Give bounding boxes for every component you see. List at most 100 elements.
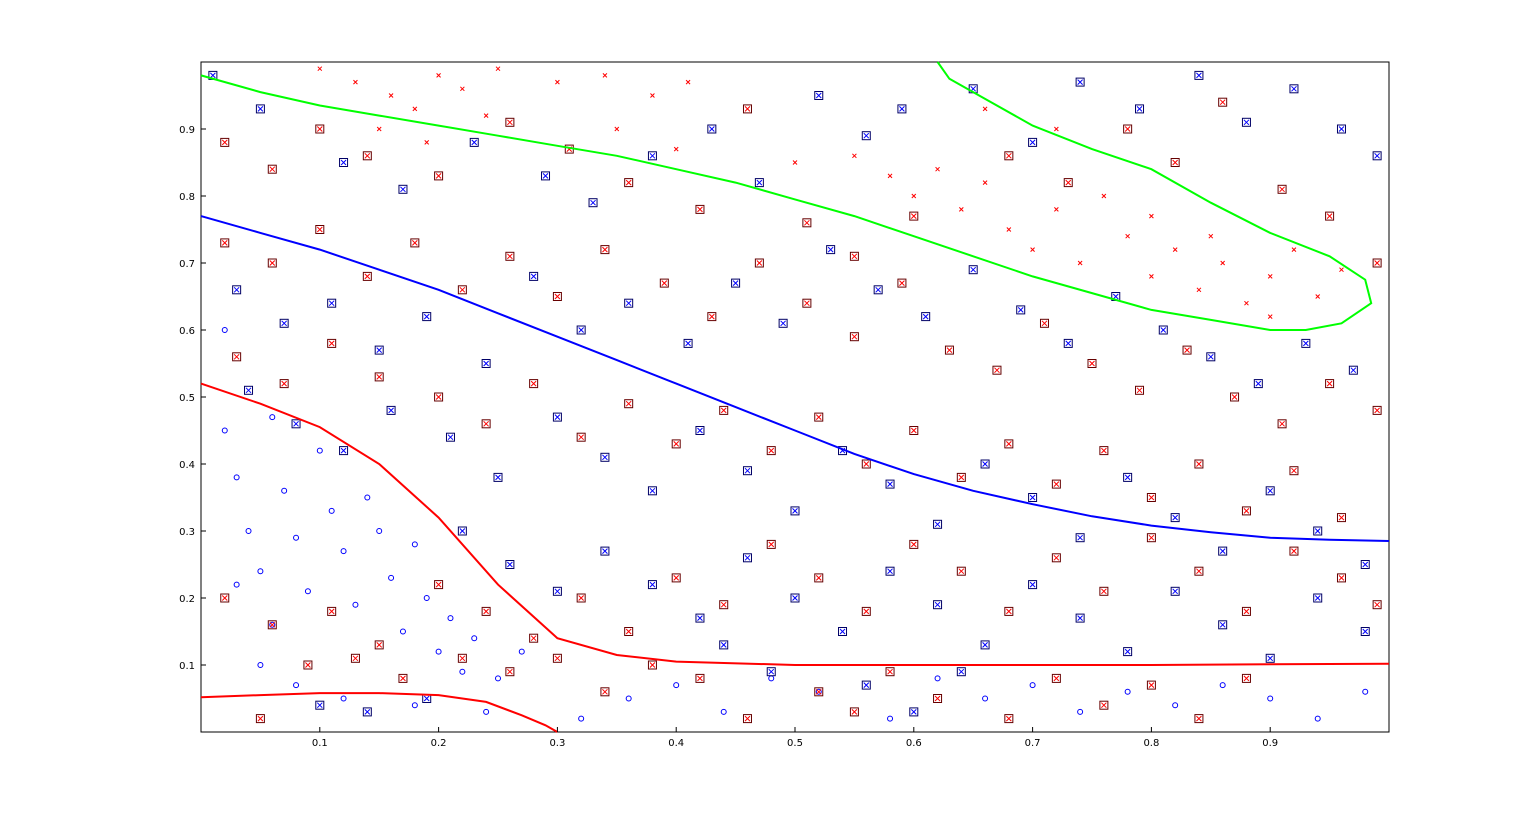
data-point-cross [257, 106, 264, 112]
decision-boundary-curve [200, 61, 1373, 331]
data-point [1063, 178, 1073, 188]
data-point-cross [851, 333, 858, 340]
data-point [1029, 682, 1036, 689]
data-point [731, 278, 741, 288]
data-point-cross [958, 474, 965, 481]
data-point [1077, 708, 1084, 715]
series-0 [221, 327, 1369, 722]
data-point [968, 265, 978, 275]
data-point-cross [1124, 648, 1131, 655]
data-point-cross [1005, 608, 1012, 615]
data-point-cross [673, 575, 680, 581]
data-point [364, 494, 371, 501]
data-point-cross [887, 481, 893, 487]
data-point-cross [1172, 514, 1179, 521]
data-point [269, 414, 276, 421]
data-point [1051, 553, 1061, 563]
data-point [602, 73, 608, 78]
data-point [1267, 274, 1273, 279]
data-point [576, 325, 586, 335]
data-point [1194, 70, 1204, 80]
data-point-cross [1243, 119, 1250, 126]
data-point [1267, 314, 1273, 319]
data-point-cross [1160, 327, 1167, 333]
data-point-cross [934, 521, 941, 528]
data-point [1051, 479, 1061, 489]
data-point-cross [625, 400, 632, 407]
data-point-cross [1267, 487, 1274, 494]
data-point-cross [804, 300, 810, 307]
data-point [493, 472, 503, 482]
data-point-cross [1005, 715, 1012, 722]
data-point-cross [554, 293, 561, 300]
data-point-cross [1374, 152, 1380, 159]
data-point-cross [376, 642, 383, 648]
data-point [766, 667, 776, 677]
data-point [529, 271, 539, 281]
data-point [766, 539, 776, 549]
data-point [304, 588, 311, 595]
data-point [1362, 688, 1369, 695]
data-point-cross [400, 675, 406, 682]
data-point-cross [815, 688, 822, 695]
data-point [659, 278, 669, 288]
data-point-cross [1243, 608, 1250, 615]
data-point [1158, 325, 1168, 335]
data-point [695, 426, 705, 435]
x-tick-label: 0.4 [668, 738, 684, 749]
data-point [673, 146, 679, 152]
data-point-cross [1196, 461, 1202, 467]
data-point [411, 702, 418, 709]
data-point [1054, 126, 1059, 132]
data-point-cross [269, 621, 276, 628]
data-point-cross [1077, 79, 1083, 85]
data-point [1030, 247, 1035, 252]
data-point-cross [756, 179, 763, 186]
x-tick-label: 0.8 [1143, 738, 1159, 749]
data-point-cross [530, 273, 537, 280]
data-point [398, 673, 408, 683]
data-point [1372, 600, 1382, 610]
data-point [647, 660, 657, 670]
data-point-cross [602, 246, 608, 253]
data-point [861, 680, 871, 690]
data-point [720, 708, 727, 715]
data-point [802, 298, 812, 308]
x-tick-label: 0.7 [1025, 738, 1041, 749]
data-point [339, 446, 349, 456]
data-point [1054, 207, 1059, 212]
data-point [469, 137, 479, 147]
data-point [944, 345, 954, 355]
data-point [1253, 379, 1263, 389]
data-point-cross [590, 199, 596, 206]
data-point [410, 238, 420, 248]
data-point [1360, 560, 1370, 569]
data-point [624, 298, 634, 308]
data-point-cross [1338, 126, 1345, 132]
data-point [267, 258, 277, 268]
data-point [1265, 653, 1275, 663]
data-point [933, 694, 943, 703]
data-point [1244, 300, 1249, 306]
data-point [1194, 459, 1204, 469]
x-tick-label: 0.2 [431, 738, 447, 749]
data-point-cross [1041, 320, 1048, 327]
data-point-cross [233, 353, 240, 360]
data-point [1267, 695, 1274, 702]
data-point-cross [1184, 347, 1190, 353]
data-point-cross [1231, 394, 1238, 400]
data-point [552, 586, 562, 596]
data-point [742, 104, 752, 114]
data-point-cross [1291, 548, 1297, 554]
data-point-cross [328, 300, 335, 307]
data-point-cross [1017, 307, 1024, 313]
data-point [826, 245, 836, 255]
data-point [1075, 613, 1085, 623]
data-point-cross [910, 709, 917, 715]
data-point-cross [1219, 548, 1226, 554]
data-point [1220, 260, 1226, 266]
data-point [719, 405, 729, 415]
data-point [1348, 365, 1358, 375]
data-point [1028, 493, 1038, 502]
data-point [815, 688, 822, 695]
